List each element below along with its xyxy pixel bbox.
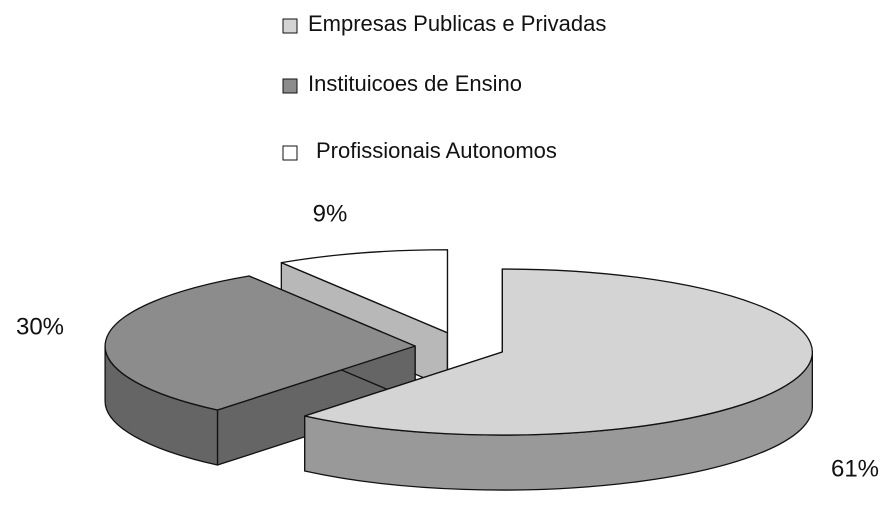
legend-label: Profissionais Autonomos xyxy=(316,138,557,163)
legend-swatch xyxy=(282,78,298,94)
legend-label: Empresas Publicas e Privadas xyxy=(308,11,606,36)
data-label: 9% xyxy=(313,200,348,227)
legend-swatch xyxy=(282,145,298,161)
legend-swatch xyxy=(282,18,298,34)
slice xyxy=(104,275,416,411)
slice xyxy=(304,268,813,436)
slice xyxy=(280,249,449,334)
legend-label: Instituicoes de Ensino xyxy=(308,71,522,96)
data-label: 30% xyxy=(16,313,64,340)
data-label: 61% xyxy=(831,455,879,482)
